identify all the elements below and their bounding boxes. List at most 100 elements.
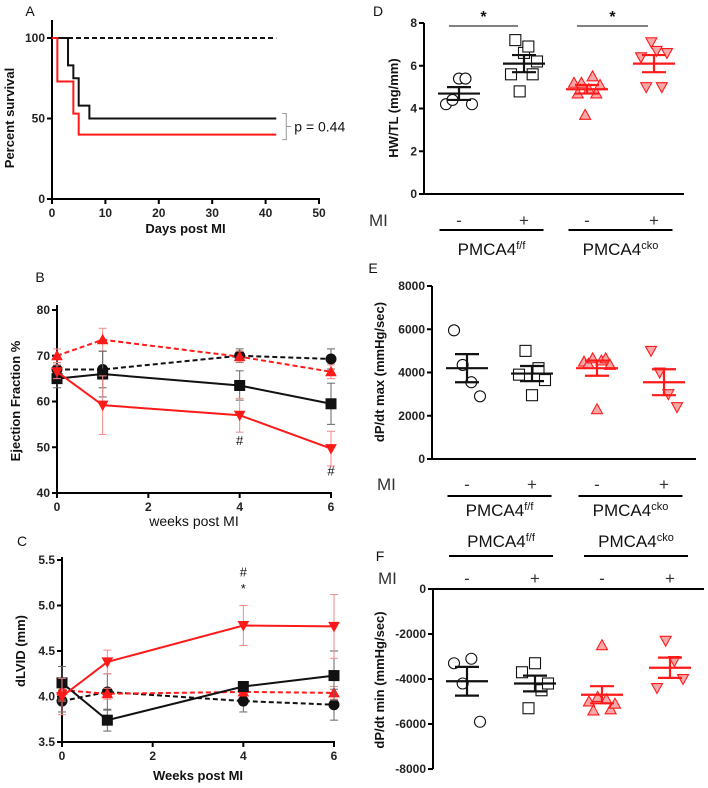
data-point-triangle-down xyxy=(660,47,674,60)
significance-mark: # xyxy=(327,464,335,479)
y-tick-label: 6 xyxy=(410,59,417,73)
y-tick-label: 3.5 xyxy=(38,735,55,749)
y-tick-label: 70 xyxy=(37,349,51,363)
data-point-square xyxy=(101,714,113,726)
data-point-circle xyxy=(473,390,487,403)
data-point-circle xyxy=(473,715,487,728)
x-tick-label: 0 xyxy=(49,206,56,220)
series-line-1 xyxy=(56,338,332,373)
genotype-base: PMCA4 xyxy=(598,532,657,551)
data-point-triangle-up xyxy=(101,687,114,699)
significance-mark: * xyxy=(241,581,246,596)
data-point-triangle-down xyxy=(325,444,337,455)
data-point-triangle-up xyxy=(603,358,617,370)
data-point-triangle-up xyxy=(590,402,604,415)
data-point-square xyxy=(528,657,542,670)
y-tick-label: -8000 xyxy=(395,762,426,776)
y-tick-label: 5.5 xyxy=(38,553,55,567)
mi-status-0: - xyxy=(456,211,462,230)
data-point-triangle-down xyxy=(237,621,250,632)
data-point-triangle-up xyxy=(586,69,600,82)
data-point-triangle-down xyxy=(96,400,109,412)
data-point-square xyxy=(237,680,249,692)
y-axis-label: HW/TL (mg/mm) xyxy=(386,58,401,157)
data-point-triangle-down xyxy=(233,410,246,422)
data-point-triangle-down xyxy=(655,82,669,94)
data-point-circle xyxy=(459,72,472,85)
mi-status-3: + xyxy=(659,475,669,494)
mi-status-0: - xyxy=(464,569,470,588)
data-point-circle xyxy=(237,695,249,707)
data-point-triangle-up xyxy=(51,349,63,361)
data-point-triangle-down xyxy=(644,345,658,358)
data-point-square xyxy=(530,55,544,68)
genotype-label: PMCA4cko xyxy=(583,240,659,259)
y-tick-label: -6000 xyxy=(395,717,426,731)
y-tick-label: 60 xyxy=(37,395,51,409)
x-tick-label: 6 xyxy=(328,500,335,514)
data-point-triangle-down xyxy=(659,635,673,648)
series-line-2 xyxy=(56,373,332,405)
mi-status-2: - xyxy=(584,211,590,230)
y-tick-label: 4.0 xyxy=(38,690,55,704)
x-tick-label: 0 xyxy=(54,500,61,514)
data-point-square xyxy=(325,398,337,410)
significance-star: * xyxy=(480,9,487,26)
x-axis-label: weeks post MI xyxy=(148,513,238,529)
genotype-base: PMCA4 xyxy=(593,501,652,520)
p-value-bracket xyxy=(282,113,292,141)
y-tick-label: 2000 xyxy=(398,409,425,423)
panel-label-F: F xyxy=(376,548,385,564)
y-tick-label: 8000 xyxy=(398,279,425,293)
mi-status-1: + xyxy=(530,569,540,588)
series-line-0 xyxy=(57,354,332,371)
x-tick-label: 40 xyxy=(259,206,273,220)
y-tick-label: -4000 xyxy=(395,672,426,686)
y-tick-label: 5.0 xyxy=(38,599,55,613)
y-tick-label: -2000 xyxy=(395,627,426,641)
genotype-superscript: f/f xyxy=(526,532,536,544)
mi-status-3: + xyxy=(649,211,659,230)
data-point-square xyxy=(526,68,539,81)
data-point-square xyxy=(515,666,529,679)
y-tick-label: 50 xyxy=(37,440,51,454)
y-tick-label: 100 xyxy=(25,31,45,45)
genotype-base: PMCA4 xyxy=(466,501,525,520)
y-axis-label: Ejection Fraction % xyxy=(8,340,23,461)
panel-label-A: A xyxy=(25,3,35,19)
genotype-base: PMCA4 xyxy=(583,240,642,259)
genotype-superscript: f/f xyxy=(516,240,526,252)
genotype-label: PMCA4cko xyxy=(598,532,674,551)
y-tick-label: 4.5 xyxy=(38,644,55,658)
data-point-square xyxy=(519,344,532,357)
genotype-superscript: f/f xyxy=(524,501,534,513)
x-tick-label: 50 xyxy=(312,206,326,220)
data-point-square xyxy=(525,389,539,402)
panel-label-B: B xyxy=(35,269,44,285)
data-point-triangle-up xyxy=(586,703,600,716)
panel-label-E: E xyxy=(368,260,377,276)
data-point-triangle-down xyxy=(101,657,114,668)
x-tick-label: 30 xyxy=(206,206,220,220)
mi-status-3: + xyxy=(665,569,675,588)
data-point-triangle-down xyxy=(51,367,63,378)
x-tick-label: 2 xyxy=(149,749,156,763)
x-axis-label: Weeks post MI xyxy=(153,768,243,783)
data-point-triangle-down xyxy=(650,683,664,695)
x-tick-label: 2 xyxy=(145,500,152,514)
mi-row-label: MI xyxy=(369,211,388,230)
data-point-square xyxy=(522,702,535,715)
mi-status-2: - xyxy=(594,475,600,494)
survival-curve-1 xyxy=(52,37,277,120)
mi-row-label: MI xyxy=(377,475,396,494)
data-point-triangle-up xyxy=(595,638,609,651)
genotype-base: PMCA4 xyxy=(467,532,526,551)
genotype-superscript: cko xyxy=(641,240,658,252)
genotype-base: PMCA4 xyxy=(458,240,517,259)
genotype-superscript: cko xyxy=(651,501,668,513)
series-line-3 xyxy=(56,370,332,450)
y-tick-label: 0 xyxy=(418,452,425,466)
genotype-label: PMCA4cko xyxy=(593,501,669,520)
data-point-circle xyxy=(328,699,340,711)
